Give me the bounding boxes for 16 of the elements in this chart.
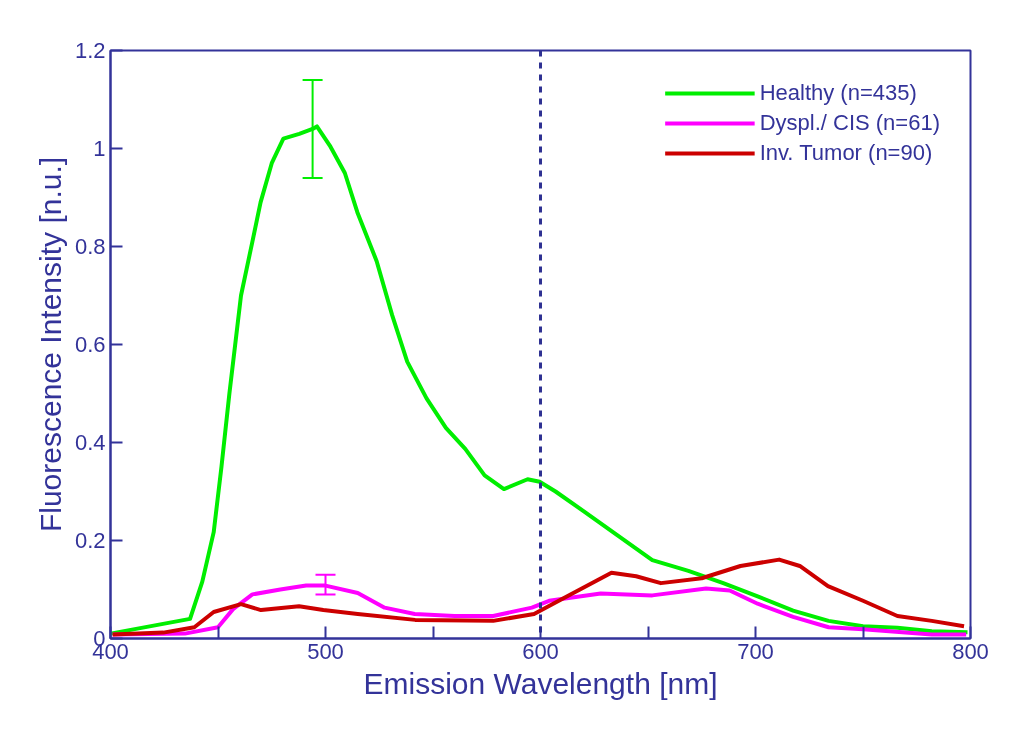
y-tick-label: 0.2 (74, 528, 106, 553)
y-axis-title: Fluorescence Intensity [n.u.] (33, 156, 67, 533)
y-tick-label: 1.2 (74, 38, 106, 63)
legend-label: Dyspl./ CIS (n=61) (759, 110, 940, 136)
y-tick-label: 0.8 (74, 234, 106, 259)
x-tick-label: 800 (952, 638, 989, 664)
x-axis-title: Emission Wavelength [nm] (363, 666, 718, 700)
x-tick-label: 600 (522, 638, 559, 664)
legend-label: Inv. Tumor (n=90) (759, 140, 933, 166)
legend-label: Healthy (n=435) (759, 80, 917, 106)
x-tick-label: 500 (307, 638, 344, 664)
y-tick-label: 0.6 (74, 332, 106, 357)
x-tick-label: 700 (737, 638, 774, 664)
y-tick-label: 1 (93, 136, 106, 161)
y-tick-label: 0.4 (74, 430, 106, 455)
line-series (110, 557, 967, 637)
